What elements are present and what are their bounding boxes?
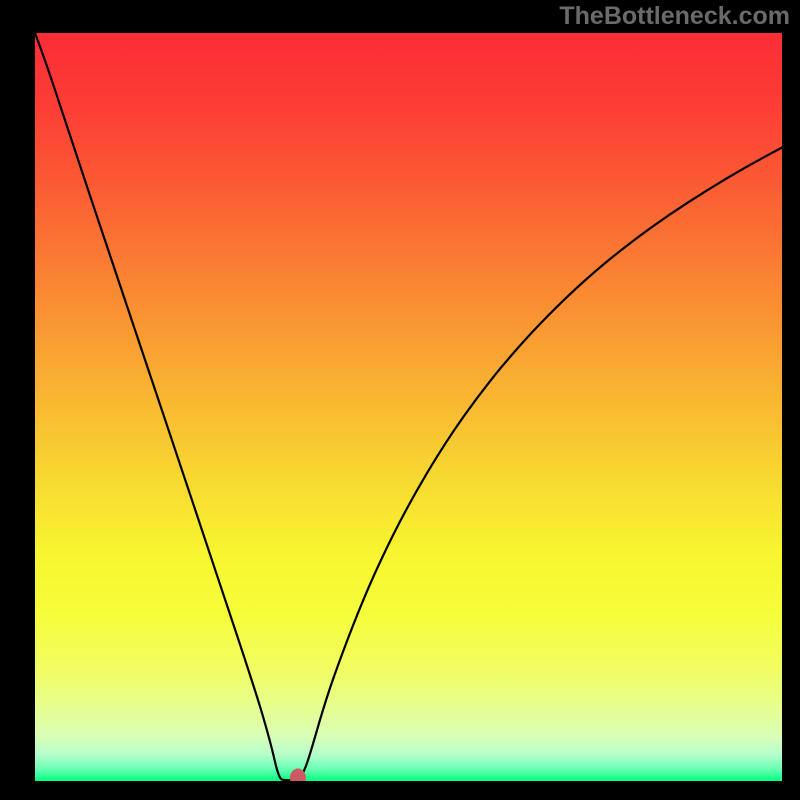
chart-container: TheBottleneck.com — [0, 0, 800, 800]
bottleneck-curve-chart — [35, 33, 782, 781]
plot-area — [35, 33, 782, 781]
watermark-text: TheBottleneck.com — [559, 2, 790, 31]
gradient-background — [35, 33, 782, 781]
